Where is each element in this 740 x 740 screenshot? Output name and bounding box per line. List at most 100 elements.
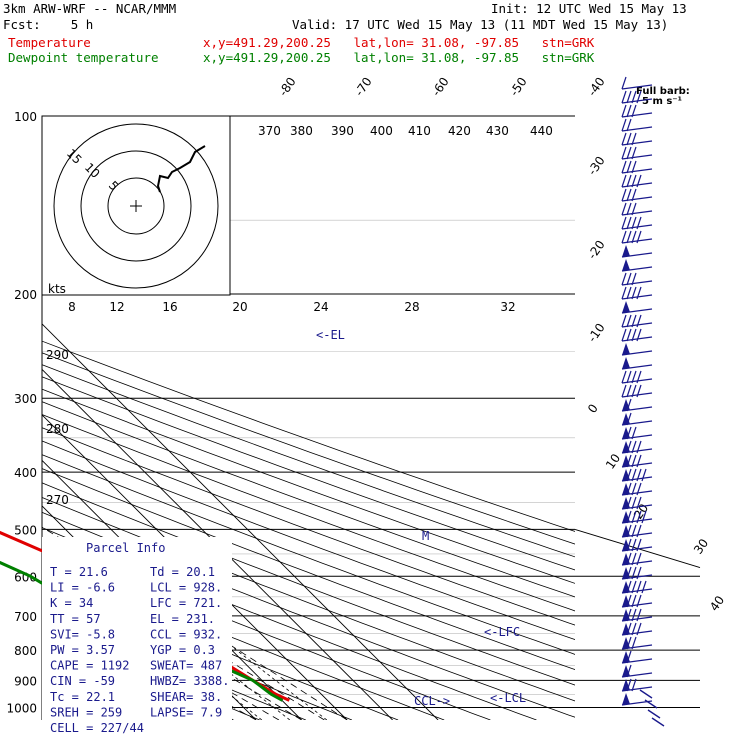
isotherm-label: -40 xyxy=(585,75,608,99)
wind-barb-tick xyxy=(626,174,632,188)
parcel-info-right: HWBZ= 3388. xyxy=(150,674,229,688)
wind-barb-tick xyxy=(621,216,627,230)
hodograph-ring xyxy=(80,150,192,262)
pressure-tick-label: 500 xyxy=(14,523,37,537)
hodograph-ring xyxy=(53,123,219,289)
dry-adiabat xyxy=(42,401,575,598)
wind-barb-tick xyxy=(626,552,632,566)
parcel-info-left: SREH = 259 xyxy=(50,705,122,719)
wind-barb-tick xyxy=(626,272,632,286)
wind-barb-tick xyxy=(631,538,637,552)
parcel-info-left: PW = 3.57 xyxy=(50,643,115,657)
dry-adiabat xyxy=(42,388,575,584)
wind-barb-tick xyxy=(636,496,642,510)
wind-barbs: Full barb:5 m s⁻¹ xyxy=(621,76,690,727)
legend-dewpoint: Dewpoint temperature xyxy=(8,50,159,65)
wind-barb-tick xyxy=(641,580,647,594)
wind-barb-tick xyxy=(626,454,632,468)
wind-barb-tick xyxy=(626,440,632,454)
pressure-tick-label: 1000 xyxy=(6,701,37,715)
wind-barb-tick xyxy=(636,328,642,342)
isotherm-label: 10 xyxy=(603,451,623,472)
isotherm-label: -60 xyxy=(429,75,452,99)
wind-barb-tick xyxy=(636,594,642,608)
wind-barb-tick xyxy=(641,468,647,482)
parcel-info-right: LFC = 721. xyxy=(150,596,222,610)
wind-barb-tick xyxy=(636,440,642,454)
wind-barb-tick xyxy=(631,496,637,510)
dry-adiabat xyxy=(42,427,575,626)
valid-time: Valid: 17 UTC Wed 15 May 13 (11 MDT Wed … xyxy=(292,17,669,32)
legend-dew-location: x,y=491.29,200.25 lat,lon= 31.08, -97.85… xyxy=(203,50,595,65)
wind-barb-tick xyxy=(636,566,642,580)
wind-barb-tick xyxy=(626,496,632,510)
speed-label: 24 xyxy=(313,300,328,314)
isotherm xyxy=(0,116,29,720)
theta-label: 410 xyxy=(408,124,431,138)
wind-barb-tick xyxy=(626,510,632,524)
wind-barb-tick xyxy=(631,90,637,104)
wind-barb-tick xyxy=(631,132,637,146)
dry-adiabat xyxy=(42,376,575,571)
wind-barb-tick xyxy=(631,440,637,454)
annotation: <-LCL xyxy=(490,691,526,705)
wind-barb-tick xyxy=(621,188,627,202)
wind-barb-tick xyxy=(636,286,642,300)
parcel-info-right: LAPSE= 7.9 xyxy=(150,705,222,719)
wind-barb-tick xyxy=(626,314,632,328)
isotherm-label: 0 xyxy=(585,401,601,415)
theta-label: 400 xyxy=(370,124,393,138)
speed-label: 32 xyxy=(500,300,515,314)
wind-barb-tick xyxy=(626,104,632,118)
wind-barb-tick xyxy=(631,566,637,580)
speed-label: 20 xyxy=(232,300,247,314)
wind-barb-tick xyxy=(626,412,632,426)
pressure-tick-label: 800 xyxy=(14,644,37,658)
theta-label: 370 xyxy=(258,124,281,138)
wind-barb-tick xyxy=(626,538,632,552)
theta-label: 380 xyxy=(290,124,313,138)
wind-barb-staff xyxy=(621,168,653,174)
isotherm-label: 30 xyxy=(691,536,711,557)
dry-adiabat xyxy=(42,352,575,545)
wind-barb-tick xyxy=(626,132,632,146)
wind-barb-tick xyxy=(626,622,632,636)
wind-barb-flag xyxy=(622,245,630,257)
wind-barb-tick xyxy=(631,426,637,440)
wind-barb-tick xyxy=(636,482,642,496)
annotation: <-LFC xyxy=(484,625,520,639)
wind-barb-tick xyxy=(636,468,642,482)
wind-barb-tick xyxy=(621,160,627,174)
pressure-tick-label: 700 xyxy=(14,610,37,624)
wind-barb-tick xyxy=(626,594,632,608)
theta-label: 390 xyxy=(331,124,354,138)
wind-barb-tick xyxy=(631,384,637,398)
wind-barb-staff xyxy=(639,689,653,699)
wind-barb-tick xyxy=(626,370,632,384)
wind-barb-tick xyxy=(631,174,637,188)
wind-barb-staff xyxy=(621,140,653,146)
parcel-info-left: SVI= -5.8 xyxy=(50,627,115,641)
wind-barb-tick xyxy=(636,454,642,468)
model-title: 3km ARW-WRF -- NCAR/MMM xyxy=(3,1,177,16)
wind-barb-tick xyxy=(636,174,642,188)
wind-barb-tick xyxy=(631,510,637,524)
isotherm-label: -80 xyxy=(276,75,299,99)
parcel-info-left: CAPE = 1192 xyxy=(50,659,129,673)
wind-barb-tick xyxy=(631,524,637,538)
wind-barb-tick xyxy=(626,286,632,300)
wind-barb-tick xyxy=(626,188,632,202)
wind-barb-flag xyxy=(622,301,630,313)
isotherm-label: -70 xyxy=(352,75,375,99)
wind-barb-staff xyxy=(621,154,653,160)
wind-barb-tick xyxy=(626,636,632,650)
parcel-info-box: Parcel Info T = 21.6 Td = 20.1 LI = -6.6 LCL… xyxy=(42,537,232,735)
legend-temp-location: x,y=491.29,200.25 lat,lon= 31.08, -97.85… xyxy=(203,35,595,50)
parcel-info-right: Td = 20.1 xyxy=(150,565,215,579)
wind-barb-tick xyxy=(636,216,642,230)
wind-barb-tick xyxy=(626,118,632,132)
parcel-info-left: CIN = -59 xyxy=(50,674,115,688)
barb-unit: 5 m s⁻¹ xyxy=(642,96,682,107)
